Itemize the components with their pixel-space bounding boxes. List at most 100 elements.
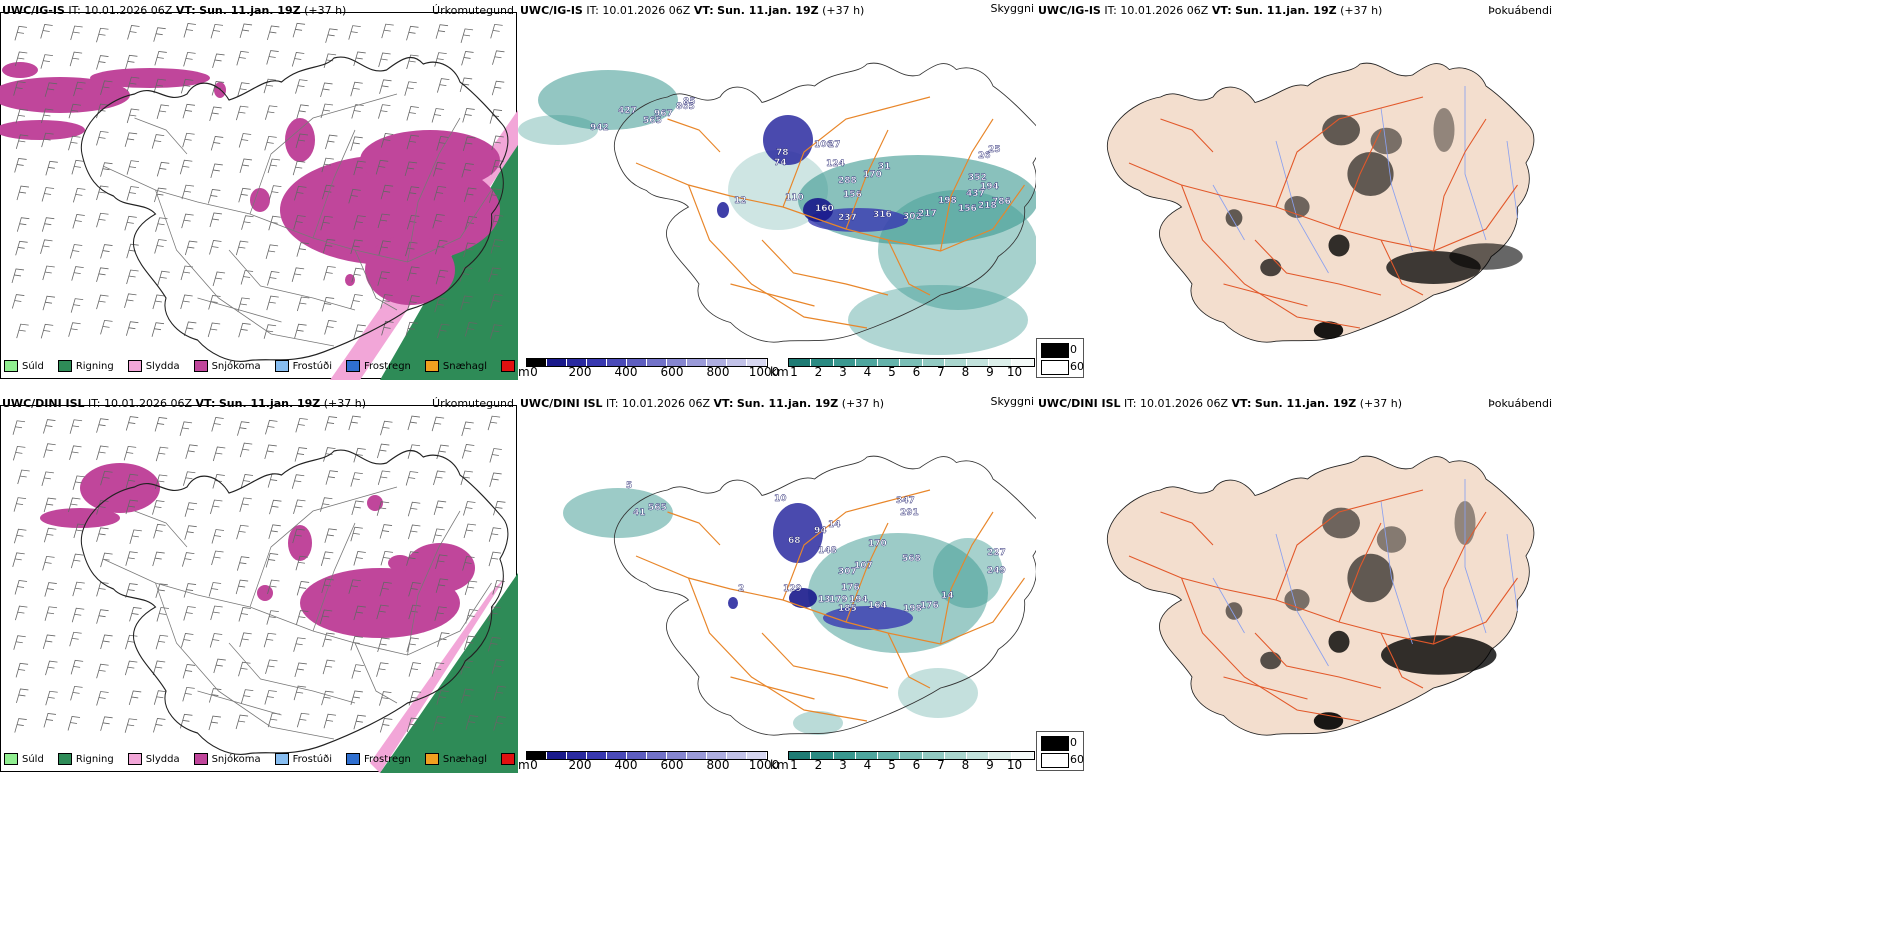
wind-barb-icon bbox=[69, 51, 83, 67]
wind-barb-icon bbox=[238, 661, 251, 677]
wind-barb-icon bbox=[321, 157, 334, 173]
wind-barb-icon bbox=[321, 690, 334, 706]
wind-barb-icon bbox=[236, 556, 250, 571]
fog-map bbox=[1106, 455, 1535, 736]
precip-map bbox=[0, 12, 518, 380]
wind-barb-icon bbox=[322, 238, 336, 254]
wind-barb-icon bbox=[265, 244, 279, 259]
wind-barb-icon bbox=[15, 134, 29, 149]
wind-barb-icon bbox=[13, 528, 27, 544]
wind-barb-icon bbox=[126, 321, 139, 336]
wind-barb-icon bbox=[406, 106, 419, 121]
colorbar-segment bbox=[667, 752, 687, 759]
fog-legend-label: 60 bbox=[1070, 753, 1084, 766]
wind-barb-icon bbox=[264, 690, 277, 705]
wind-barb-icon bbox=[405, 471, 419, 486]
wind-barb-icon bbox=[406, 54, 419, 70]
wind-barb-icon bbox=[294, 185, 307, 201]
wind-barb-icon bbox=[375, 159, 389, 175]
wind-barb-icon bbox=[129, 606, 142, 622]
legend-label: Slydda bbox=[145, 360, 180, 372]
precip-legend-item: Haglél bbox=[501, 360, 518, 372]
wind-barb-icon bbox=[182, 103, 196, 119]
wind-barb-icon bbox=[353, 551, 366, 566]
wind-barb-icon bbox=[235, 714, 249, 730]
fog-title: Þokuábendi bbox=[1488, 397, 1552, 410]
colorbar-segment bbox=[607, 752, 627, 759]
wind-barb-icon bbox=[462, 556, 475, 571]
wind-barb-icon bbox=[319, 609, 333, 625]
wind-barb-icon bbox=[267, 158, 281, 174]
wind-barb-icon bbox=[72, 187, 86, 203]
wind-barb-icon bbox=[320, 497, 333, 512]
wind-barb-icon bbox=[435, 554, 448, 569]
wind-barb-icon bbox=[70, 685, 83, 701]
wind-barb-icon bbox=[100, 634, 113, 650]
wind-barb-icon bbox=[433, 162, 446, 177]
wind-barb-icon bbox=[154, 416, 168, 432]
wind-barb-icon bbox=[239, 497, 252, 512]
cloud-base-colorbar: m 0 200 400 600 800 1000 bbox=[518, 751, 788, 773]
wind-barb-icon bbox=[376, 443, 390, 459]
precip-legend-item: Rigning bbox=[57, 360, 114, 372]
wind-barb-icon bbox=[208, 688, 222, 703]
fog-title: Þokuábendi bbox=[1488, 4, 1552, 17]
colorbar-tick: 2 bbox=[814, 365, 823, 379]
wind-barb-icon bbox=[41, 132, 54, 148]
wind-barb-icon bbox=[153, 690, 167, 705]
wind-barb-icon bbox=[432, 528, 445, 544]
wind-barb-icon bbox=[14, 51, 28, 67]
wind-barb-icon bbox=[461, 444, 475, 459]
cloud-base-label: 565 bbox=[648, 503, 667, 513]
cloud-base-label: 124 bbox=[826, 159, 845, 169]
colorbar-segment bbox=[878, 359, 901, 366]
wind-barb-icon bbox=[212, 446, 226, 462]
precip-legend-item: Frostúði bbox=[274, 360, 332, 372]
wind-barb-icon bbox=[263, 632, 277, 648]
wind-barb-icon bbox=[406, 134, 420, 150]
legend-label: Frostúði bbox=[292, 753, 332, 765]
row2-cloud-panel: 5 41 565 10 68 94 14 148 170 347 291 307 107 568 176 17… bbox=[518, 393, 1036, 773]
cloudbase-fields bbox=[717, 115, 908, 232]
wind-barb-icon bbox=[211, 417, 224, 432]
wind-barb-icon bbox=[67, 716, 81, 731]
wind-barb-icon bbox=[152, 660, 166, 676]
wind-barb-icon bbox=[461, 50, 474, 66]
wind-barb-icon bbox=[44, 582, 57, 597]
cloud-base-label: 291 bbox=[900, 508, 919, 518]
wind-barb-icon bbox=[406, 25, 419, 41]
cloud-base-label: 110 bbox=[785, 193, 804, 203]
cloudbase-fields bbox=[728, 503, 913, 630]
colorbar-segment bbox=[567, 752, 587, 759]
wind-barb-icon bbox=[437, 323, 450, 339]
iceland-coastline bbox=[80, 56, 509, 362]
colorbar-segment bbox=[900, 752, 923, 759]
wind-barb-icon bbox=[11, 268, 25, 284]
wind-barb-icon bbox=[128, 690, 142, 706]
iceland-coastline bbox=[613, 62, 1036, 343]
wind-barb-icon bbox=[15, 108, 29, 124]
wind-barb-icon bbox=[43, 443, 56, 458]
legend-swatch bbox=[193, 753, 208, 765]
wind-barb-icon bbox=[180, 265, 194, 281]
wind-barb-icon bbox=[408, 690, 422, 706]
cloud-base-label: 185 bbox=[838, 604, 857, 614]
wind-barb-icon bbox=[72, 475, 86, 491]
colorbar-tick: 800 bbox=[706, 758, 730, 772]
colorbar-unit: m bbox=[518, 758, 530, 772]
wind-barb-icon bbox=[183, 321, 197, 337]
wind-barb-icon bbox=[100, 80, 113, 95]
cloud-base-label: 160 bbox=[815, 204, 834, 214]
wind-barb-icon bbox=[436, 690, 449, 705]
wind-barb-icon bbox=[96, 212, 109, 228]
cloud-base-label: 427 bbox=[618, 106, 637, 116]
wind-barb-icon bbox=[381, 320, 394, 336]
wind-barb-icon bbox=[210, 499, 223, 515]
wind-barb-icon bbox=[378, 104, 391, 119]
precip-legend-item: Súld bbox=[4, 360, 44, 372]
precip-legend-item: Slydda bbox=[127, 753, 180, 765]
wind-barb-icon bbox=[96, 663, 109, 679]
legend-label: Slydda bbox=[145, 753, 180, 765]
wind-barb-icon bbox=[236, 105, 249, 121]
wind-barb-icon bbox=[12, 445, 26, 461]
